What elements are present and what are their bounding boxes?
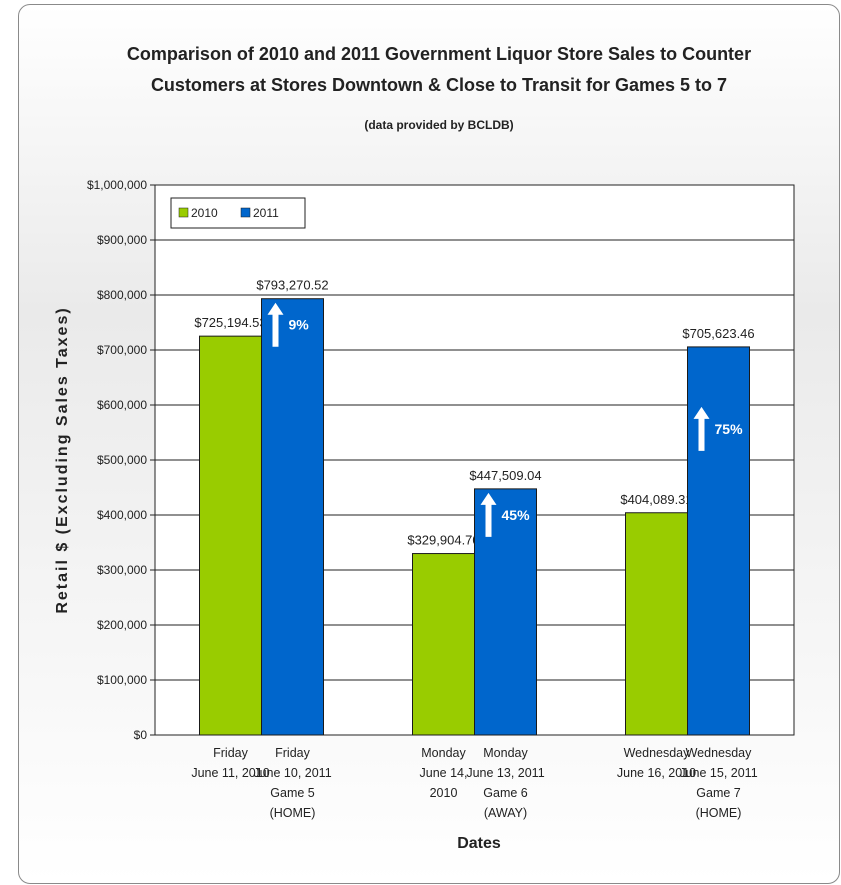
- chart-subtitle: (data provided by BCLDB): [364, 118, 513, 132]
- bar-2010: [199, 335, 262, 736]
- chart-title-line: Customers at Stores Downtown & Close to …: [151, 75, 727, 95]
- chart-frame: Comparison of 2010 and 2011 Government L…: [18, 4, 840, 884]
- category-label: (HOME): [270, 806, 316, 820]
- category-label: Game 6: [483, 786, 528, 800]
- category-label: 2010: [430, 786, 458, 800]
- legend-label: 2010: [191, 206, 218, 220]
- y-tick-label: $900,000: [97, 233, 147, 247]
- category-label: June 16, 2010: [617, 766, 696, 780]
- bar-2011: [474, 488, 537, 736]
- category-label: Monday: [483, 746, 528, 760]
- category-label: June 10, 2011: [253, 766, 331, 780]
- legend-swatch-2011: [240, 207, 251, 218]
- y-tick-label: $1,000,000: [87, 178, 147, 192]
- chart-title-line: Comparison of 2010 and 2011 Government L…: [127, 44, 751, 64]
- data-label: $793,270.52: [256, 278, 328, 293]
- category-label: (AWAY): [484, 806, 527, 820]
- category-label: June 11, 2010: [191, 766, 269, 780]
- category-label: Monday: [421, 746, 466, 760]
- bar-2011: [261, 298, 324, 736]
- y-tick-label: $700,000: [97, 343, 147, 357]
- category-label: June 13, 2011: [466, 766, 544, 780]
- y-tick-label: $600,000: [97, 398, 147, 412]
- y-tick-label: $0: [134, 728, 148, 742]
- legend-label: 2011: [253, 206, 279, 220]
- up-arrow-icon: [480, 492, 497, 537]
- legend-swatch-2010: [178, 207, 189, 218]
- data-label: $705,623.46: [682, 326, 754, 341]
- category-label: June 14,: [420, 766, 468, 780]
- up-arrow-icon: [267, 302, 284, 347]
- y-tick-label: $500,000: [97, 453, 147, 467]
- y-tick-label: $200,000: [97, 618, 147, 632]
- y-tick-label: $400,000: [97, 508, 147, 522]
- y-axis-title: Retail $ (Excluding Sales Taxes): [54, 306, 71, 613]
- bar-2010: [412, 553, 475, 736]
- category-label: Friday: [213, 746, 248, 760]
- category-label: Friday: [275, 746, 310, 760]
- x-axis-title: Dates: [457, 835, 501, 852]
- y-tick-label: $800,000: [97, 288, 147, 302]
- category-label: Game 5: [270, 786, 315, 800]
- change-label: 9%: [289, 317, 310, 333]
- chart-svg: Comparison of 2010 and 2011 Government L…: [54, 44, 795, 852]
- data-label: $329,904.70: [407, 533, 479, 548]
- data-label: $725,194.53: [194, 315, 266, 330]
- y-tick-label: $100,000: [97, 673, 147, 687]
- category-label: June 15, 2011: [679, 766, 757, 780]
- bar-2011: [687, 346, 750, 736]
- data-label: $447,509.04: [469, 468, 541, 483]
- category-label: (HOME): [696, 806, 742, 820]
- legend-box: [170, 197, 306, 229]
- category-label: Wednesday: [624, 746, 691, 760]
- change-label: 45%: [502, 507, 531, 523]
- bar-2010: [625, 512, 688, 736]
- category-label: Wednesday: [686, 746, 753, 760]
- change-label: 75%: [715, 421, 744, 437]
- y-tick-label: $300,000: [97, 563, 147, 577]
- category-label: Game 7: [696, 786, 741, 800]
- data-label: $404,089.31: [620, 492, 692, 507]
- up-arrow-icon: [693, 406, 710, 451]
